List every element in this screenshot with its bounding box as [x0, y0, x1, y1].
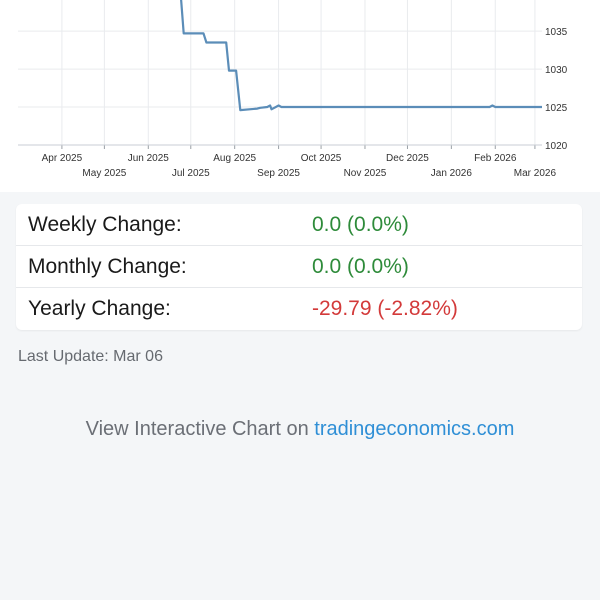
x-tick-label: Sep 2025: [257, 168, 300, 179]
weekly-change-value: 0.0 (0.0%): [312, 213, 409, 236]
x-tick-label: Aug 2025: [213, 153, 256, 164]
x-tick-label: Nov 2025: [344, 168, 387, 179]
x-tick-label: Jul 2025: [172, 168, 210, 179]
yearly-change-value: -29.79 (-2.82%): [312, 297, 458, 320]
y-tick-label: 1030: [545, 65, 568, 76]
x-tick-label: May 2025: [82, 168, 126, 179]
y-tick-label: 1020: [545, 141, 568, 152]
weekly-change-row: Weekly Change: 0.0 (0.0%): [16, 204, 582, 246]
x-tick-label: Feb 2026: [474, 153, 517, 164]
y-tick-label: 1035: [545, 27, 568, 38]
monthly-change-label: Monthly Change:: [28, 255, 187, 278]
weekly-change-label: Weekly Change:: [28, 213, 182, 236]
x-tick-label: Mar 2026: [514, 168, 557, 179]
yearly-change-label: Yearly Change:: [28, 297, 171, 320]
last-update-text: Last Update: Mar 06: [18, 348, 163, 365]
change-summary-card: Weekly Change: 0.0 (0.0%) Monthly Change…: [16, 204, 582, 330]
x-tick-label: Oct 2025: [301, 153, 342, 164]
x-tick-label: Dec 2025: [386, 153, 429, 164]
cta-prefix: View Interactive Chart on: [85, 418, 309, 440]
x-tick-label: Apr 2025: [42, 153, 83, 164]
x-tick-label: Jun 2025: [128, 153, 170, 164]
y-tick-label: 1025: [545, 103, 568, 114]
monthly-change-row: Monthly Change: 0.0 (0.0%): [16, 246, 582, 288]
interactive-chart-cta: View Interactive Chart on tradingeconomi…: [0, 418, 600, 441]
series-line: [180, 0, 542, 112]
yearly-change-row: Yearly Change: -29.79 (-2.82%): [16, 288, 582, 330]
x-tick-label: Jan 2026: [431, 168, 473, 179]
monthly-change-value: 0.0 (0.0%): [312, 255, 409, 278]
tradingeconomics-link[interactable]: tradingeconomics.com: [314, 418, 515, 440]
